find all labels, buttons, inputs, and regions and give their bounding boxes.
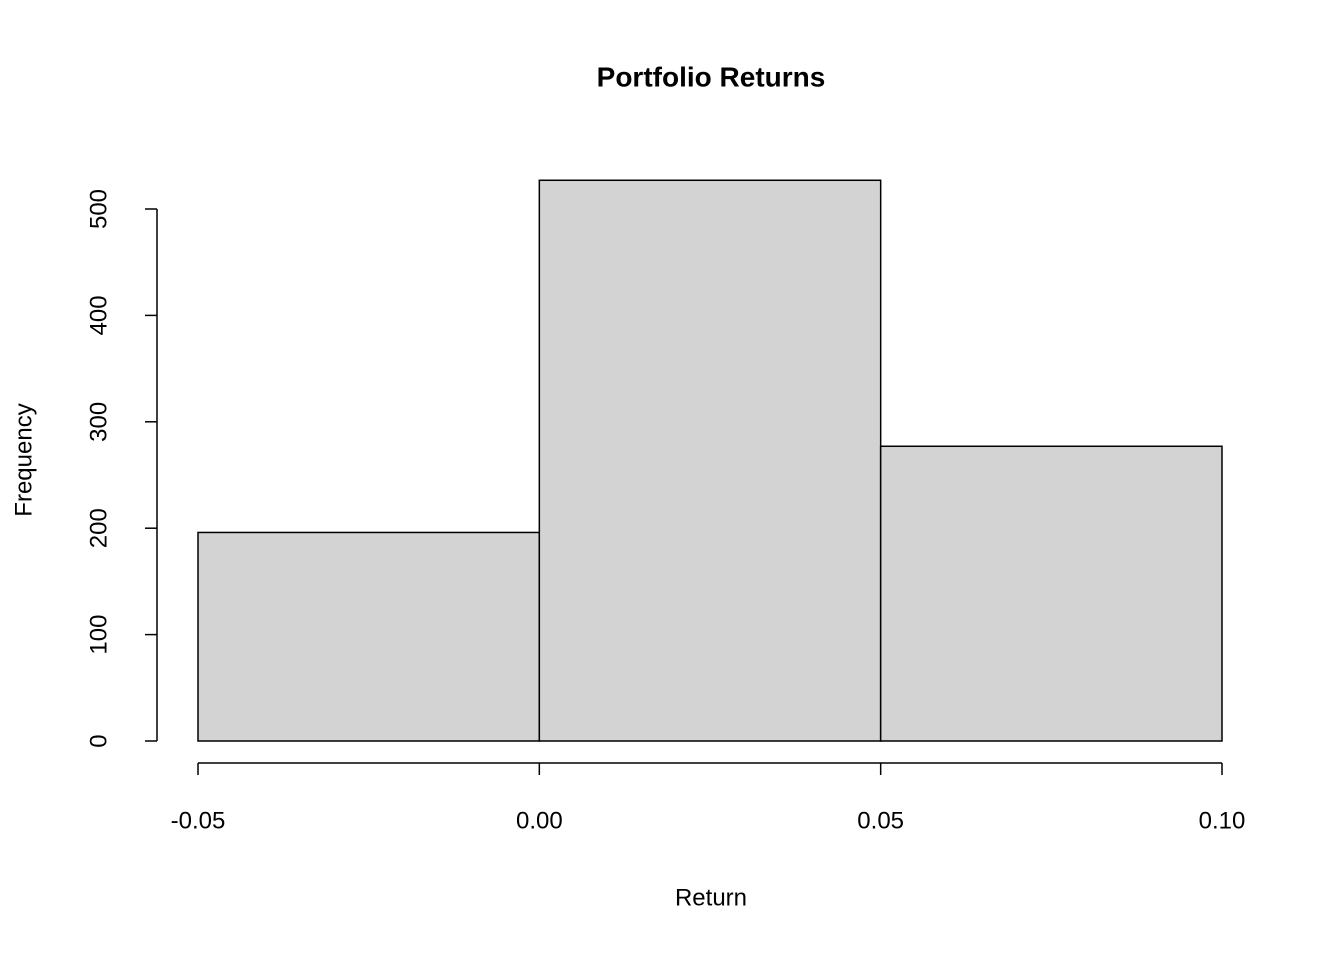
- x-tick-label: 0.05: [857, 807, 904, 834]
- y-tick-label: 100: [85, 615, 112, 655]
- x-axis-label: Return: [675, 884, 747, 911]
- y-tick-label: 400: [85, 295, 112, 335]
- y-tick-label: 0: [85, 734, 112, 747]
- bar: [538, 179, 882, 742]
- y-axis-label: Frequency: [10, 403, 37, 516]
- chart-title: Portfolio Returns: [597, 61, 826, 92]
- y-tick-label: 200: [85, 508, 112, 548]
- bar: [197, 531, 541, 742]
- bar: [879, 445, 1223, 742]
- x-tick-label: 0.00: [516, 807, 563, 834]
- x-tick-label: -0.05: [171, 807, 226, 834]
- x-tick-label: 0.10: [1199, 807, 1246, 834]
- y-tick-label: 300: [85, 402, 112, 442]
- y-tick-label: 500: [85, 189, 112, 229]
